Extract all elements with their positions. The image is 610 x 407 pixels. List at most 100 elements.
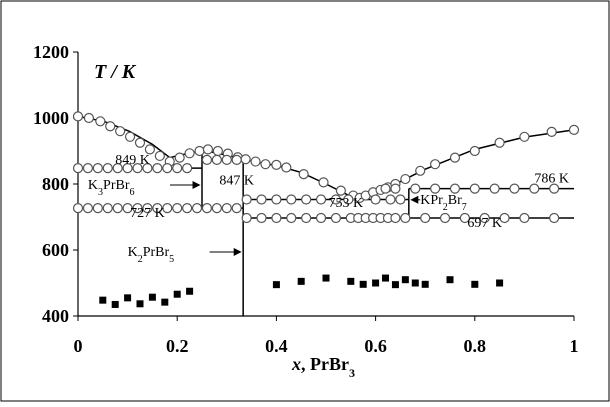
open-circle-point [335,185,346,196]
open-circle-point [182,163,193,174]
open-circle-point [72,202,84,214]
open-circle-point [194,145,205,157]
open-circle-point [212,145,223,157]
open-circle-point [400,212,411,224]
open-circle-point [519,131,530,142]
open-circle-point [102,202,113,214]
phase-label-part: K [128,245,138,260]
open-circle-point [256,194,267,205]
open-circle-point [132,163,143,174]
open-circle-point [72,111,84,122]
open-circle-point [201,202,213,214]
filled-square-point [446,276,454,284]
y-tick-label: 800 [42,174,69,194]
x-axis-label: x, PrBr3 [291,354,355,380]
phase-label-subscript: 3 [98,186,103,197]
phase-label-part: PrBr [103,178,130,193]
temperature-annotation: 786 K [534,171,569,186]
filled-square-point [322,274,330,282]
temperature-annotation: 753 K [328,196,363,211]
open-circle-point [286,194,297,205]
temperature-annotation: 727 K [130,206,165,221]
open-circle-point [105,121,116,132]
open-circle-point [152,163,163,174]
open-circle-point [241,194,252,205]
filled-square-point [471,280,479,288]
open-circle-point [330,212,342,224]
filled-square-point [382,274,390,282]
filled-square-point [421,280,429,288]
open-circle-point [102,163,113,174]
open-circle-point [231,202,242,214]
filled-square-point [136,300,144,308]
open-circle-point [172,202,183,214]
x-axis-label-subscript: 3 [349,366,355,380]
open-circle-point [211,154,222,166]
open-circle-point [72,163,84,174]
open-circle-point [142,202,153,214]
filled-square-point [347,277,355,285]
open-circle-point [415,165,426,176]
open-circle-point [112,202,123,214]
open-circle-point [430,183,441,194]
open-circle-point [315,212,327,224]
open-circle-point [286,212,297,224]
filled-square-point [391,281,399,289]
open-circle-point [82,202,94,214]
open-circle-point [343,194,354,205]
open-circle-point [494,137,505,148]
phase-label: KPr2Br7 [420,193,467,213]
open-circle-point [191,202,203,214]
x-tick-label: 0.4 [265,336,288,356]
open-circle-point [172,163,183,174]
open-circle-point [519,212,530,224]
open-circle-point [469,183,480,194]
open-circle-point [469,145,480,157]
open-circle-point [549,212,560,224]
open-circle-point [250,156,261,167]
open-circle-point [122,202,133,214]
open-circle-point [154,150,165,162]
filled-square-point [186,287,194,295]
open-circle-point [221,154,232,166]
filled-square-point [372,279,380,287]
plot-layer: 0 0.2 0.4 0.6 0.8 1 400 600 800 1000 1200 T / K x, P… [33,42,580,380]
phase-label-part: K [88,178,98,193]
y-axis-label: T / K [94,61,137,83]
open-circle-point [201,154,213,166]
open-circle-point [459,212,470,224]
open-circle-point [240,154,251,165]
x-tick-label: 1 [570,336,579,356]
open-circle-point [420,212,431,224]
open-circle-point [449,152,461,163]
open-circle-point [271,159,282,170]
open-circle-point [124,131,136,142]
open-circle-point [281,162,292,173]
open-circle-point [134,137,146,148]
filled-square-point [99,296,107,304]
x-tick-label: 0.8 [464,336,487,356]
phase-label-part: Br [448,193,462,208]
open-circle-point [380,183,391,194]
open-circle-point [260,159,271,170]
open-circle-point [390,212,401,224]
filled-square-point [173,290,181,298]
open-circle-point [489,183,500,194]
open-circle-point [271,212,282,224]
phase-label-part: PrBr [143,245,170,260]
open-circle-point [301,212,312,224]
open-circle-point [241,212,252,224]
open-circle-point [529,183,540,194]
x-tick-label: 0.6 [364,336,387,356]
phase-label: K3PrBr6 [88,178,135,198]
open-circle-point [256,212,267,224]
open-circle-point [499,212,510,224]
open-circle-point [370,194,381,205]
open-circle-point [221,202,232,214]
open-circle-point [271,194,282,205]
open-circle-point [385,194,396,205]
y-tick-label: 400 [42,306,69,326]
open-circle-point [546,126,557,137]
open-circle-point [142,163,153,174]
